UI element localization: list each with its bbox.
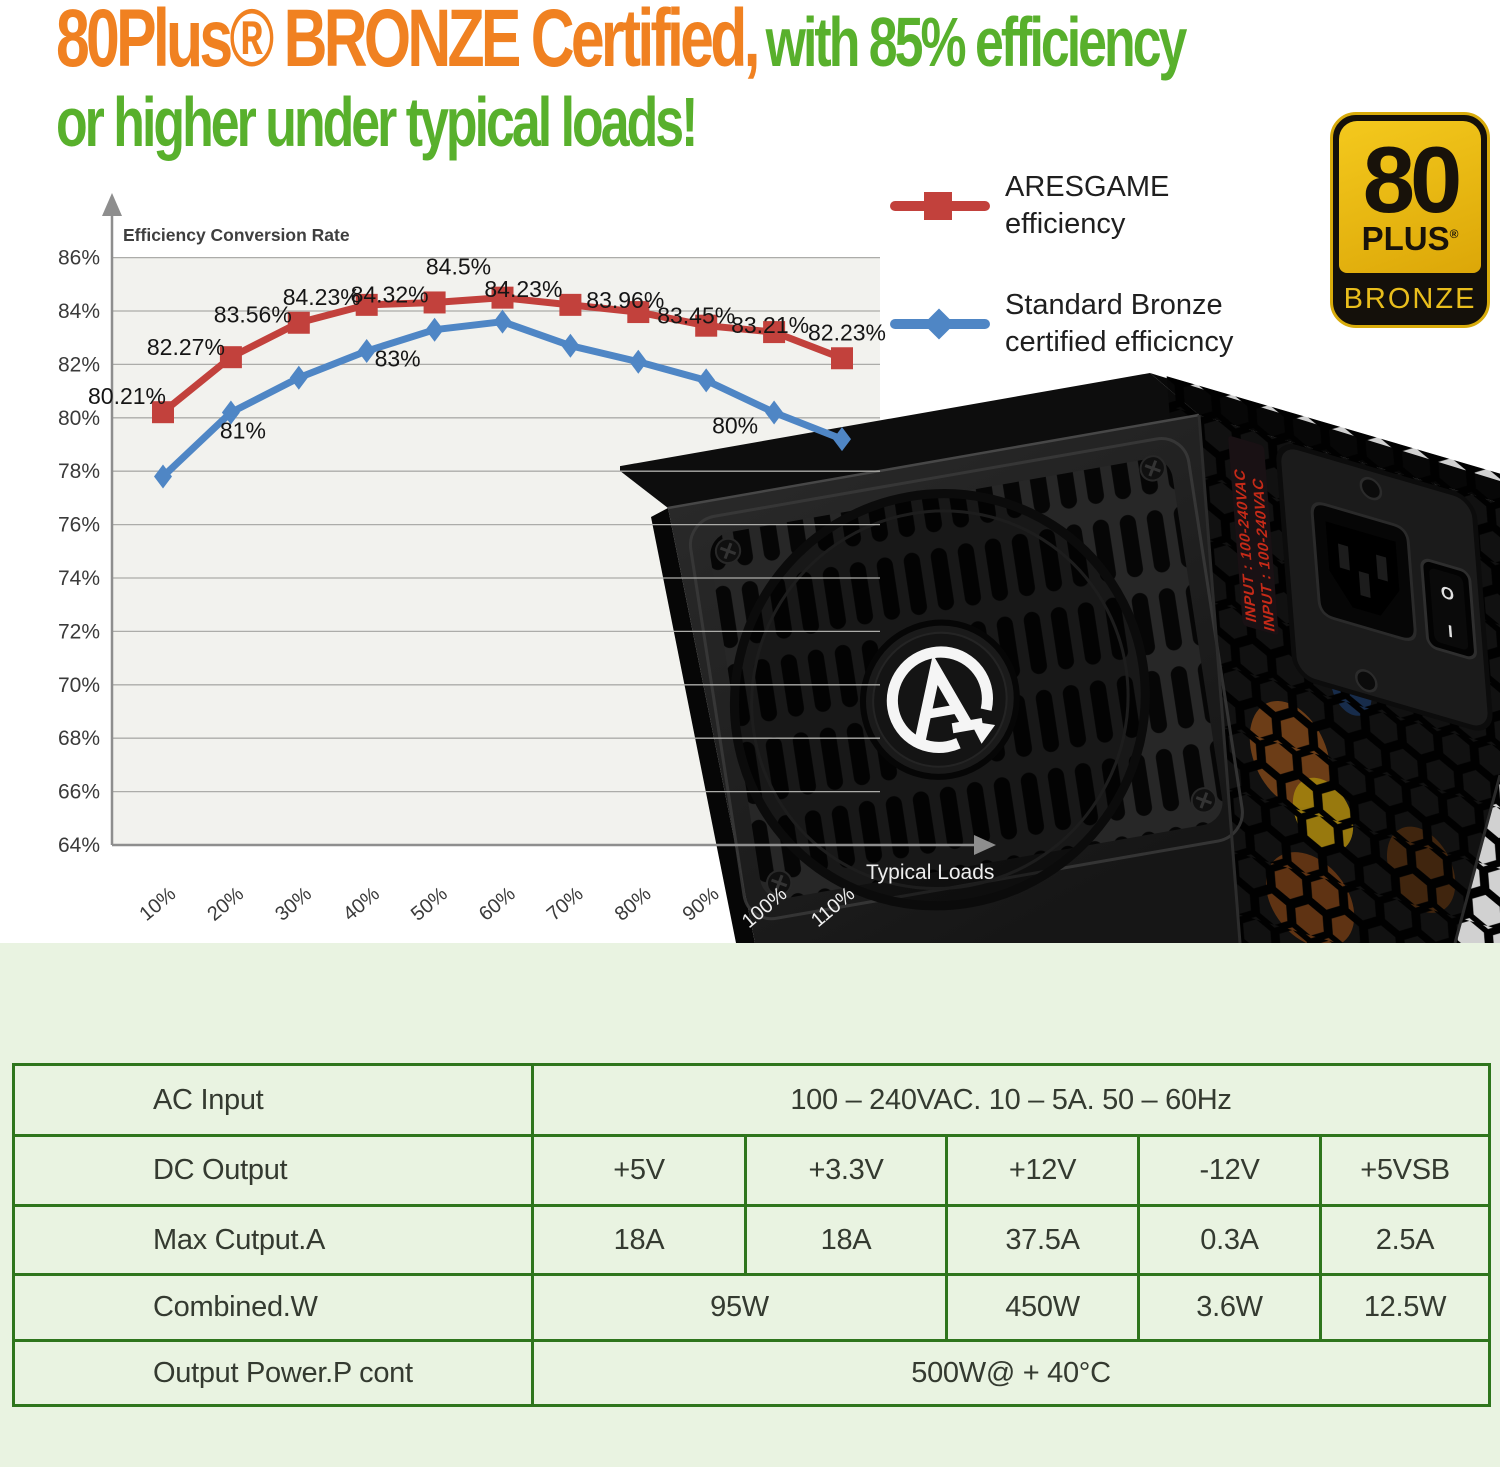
table-cell: 500W@ + 40°C [531,1339,1491,1407]
y-tick-label: 68% [58,727,100,750]
x-tick-label: 70% [543,883,588,926]
table-cell: +5VSB [1319,1134,1491,1207]
ac-socket [1310,502,1417,641]
screw-icon [1359,476,1383,501]
badge-number: 80 [1362,127,1463,233]
y-tick-label: 72% [58,620,100,643]
headline-orange-text: 80Plus® BRONZE Certified, [56,0,760,84]
spec-section: AC Input 100 – 240VAC. 10 – 5A. 50 – 60Hz… [0,943,1500,1467]
switch-off-mark: O [1440,582,1455,605]
table-row-label: Output Power.P cont [12,1339,534,1407]
spec-table: AC Input 100 – 240VAC. 10 – 5A. 50 – 60Hz… [12,1063,1491,1407]
legend-item-aresgame: ARESGAME efficiency [890,168,1233,244]
legend-item-standard-bronze: Standard Bronze certified efficicncy [890,286,1233,362]
x-tick-label: 60% [475,883,520,926]
badge-tier-text: BRONZE [1343,282,1477,315]
table-row: Output Power.P cont 500W@ + 40°C [12,1339,1491,1407]
table-cell: 100 – 240VAC. 10 – 5A. 50 – 60Hz [531,1063,1491,1137]
table-cell: +5V [531,1134,747,1207]
legend-text-line: ARESGAME [1005,171,1170,203]
switch-on-mark: I [1447,621,1453,642]
table-cell: 95W [531,1273,948,1342]
y-tick-label: 70% [58,674,100,697]
headline-line2: or higher under typical loads! [56,83,698,161]
y-tick-label: 64% [58,834,100,857]
legend-text-line: Standard Bronze [1005,289,1223,321]
table-cell: 18A [531,1204,747,1276]
psu-left-face [651,508,755,943]
mesh-shade [1166,376,1500,943]
y-tick-label: 84% [58,300,100,323]
y-tick-label: 66% [58,781,100,804]
psu-product-photo: INPUT : 100-240VAC INPUT : 100-240VAC [620,355,1500,943]
registered-mark: ® [1449,226,1459,241]
psu-front-detail [688,437,1244,921]
psu-power-switch[interactable]: O I [1420,558,1477,660]
honeycomb-mesh [1166,376,1500,943]
psu-power-inlet: INPUT : 100-240VAC INPUT : 100-240VAC [1228,436,1493,731]
legend-label: Standard Bronze certified efficicncy [1005,287,1233,361]
y-tick-label: 82% [58,353,100,376]
chart-legend: ARESGAME efficiency Standard Bronze cert… [890,168,1233,362]
x-tick-label: 20% [203,883,248,926]
table-row-label: Combined.W [12,1273,534,1342]
x-tick-label: 40% [339,883,384,926]
fan-ring-inner [750,509,1130,891]
table-cell: 450W [945,1273,1140,1342]
table-row-label: Max Cutput.A [12,1204,534,1276]
legend-text-line: efficiency [1005,208,1126,240]
y-tick-label: 74% [58,567,100,590]
table-cell: 0.3A [1137,1204,1322,1276]
table-row-label: DC Output [12,1134,534,1207]
x-tick-label: 50% [407,883,452,926]
legend-marker-square-icon [890,188,990,224]
headline: 80Plus® BRONZE Certified, with 85% effic… [56,0,1188,162]
table-cell: 18A [744,1204,948,1276]
table-cell: 37.5A [945,1204,1140,1276]
edge-corner [1197,414,1242,943]
x-tick-label: 30% [271,883,316,926]
table-row: AC Input 100 – 240VAC. 10 – 5A. 50 – 60Hz [12,1063,1491,1137]
y-tick-label: 86% [58,247,100,270]
table-cell: +3.3V [744,1134,948,1207]
edge-highlight [667,413,1200,510]
chart-title: Efficiency Conversion Rate [123,225,350,245]
table-cell: -12V [1137,1134,1322,1207]
screws [714,455,1218,897]
badge-gold-panel: 80 PLUS® [1339,121,1481,273]
legend-label: ARESGAME efficiency [1005,169,1169,243]
psu-illustration: INPUT : 100-240VAC INPUT : 100-240VAC [620,373,1500,943]
table-row: Combined.W 95W 450W 3.6W 12.5W [12,1273,1491,1342]
fan-ring [729,489,1150,911]
aresgame-logo-icon [886,646,996,753]
y-tick-label: 78% [58,460,100,483]
headline-green-text: with 85% efficiency [765,3,1188,81]
table-cell: 3.6W [1137,1273,1322,1342]
table-cell: 2.5A [1319,1204,1491,1276]
edge-back [1453,774,1500,943]
table-row: DC Output +5V +3.3V +12V -12V +5VSB [12,1134,1491,1207]
y-axis-arrow-icon [102,193,122,216]
x-tick-label: 10% [135,883,180,926]
legend-marker-diamond-icon [890,306,990,342]
badge-plus-text: PLUS® [1361,219,1459,257]
psu-side-detail: INPUT : 100-240VAC INPUT : 100-240VAC [1166,376,1500,943]
table-cell: 12.5W [1319,1273,1491,1342]
screw-icon [1355,669,1378,693]
table-row: Max Cutput.A 18A 18A 37.5A 0.3A 2.5A [12,1204,1491,1276]
table-row-label: AC Input [12,1063,534,1137]
table-cell: +12V [945,1134,1140,1207]
y-tick-label: 76% [58,514,100,537]
y-tick-label: 80% [58,407,100,430]
80plus-bronze-badge: 80 PLUS® BRONZE [1330,112,1490,328]
headline-line1: 80Plus® BRONZE Certified, with 85% effic… [56,0,1188,86]
legend-text-line: certified efficicncy [1005,326,1234,358]
input-sticker [1228,436,1279,635]
